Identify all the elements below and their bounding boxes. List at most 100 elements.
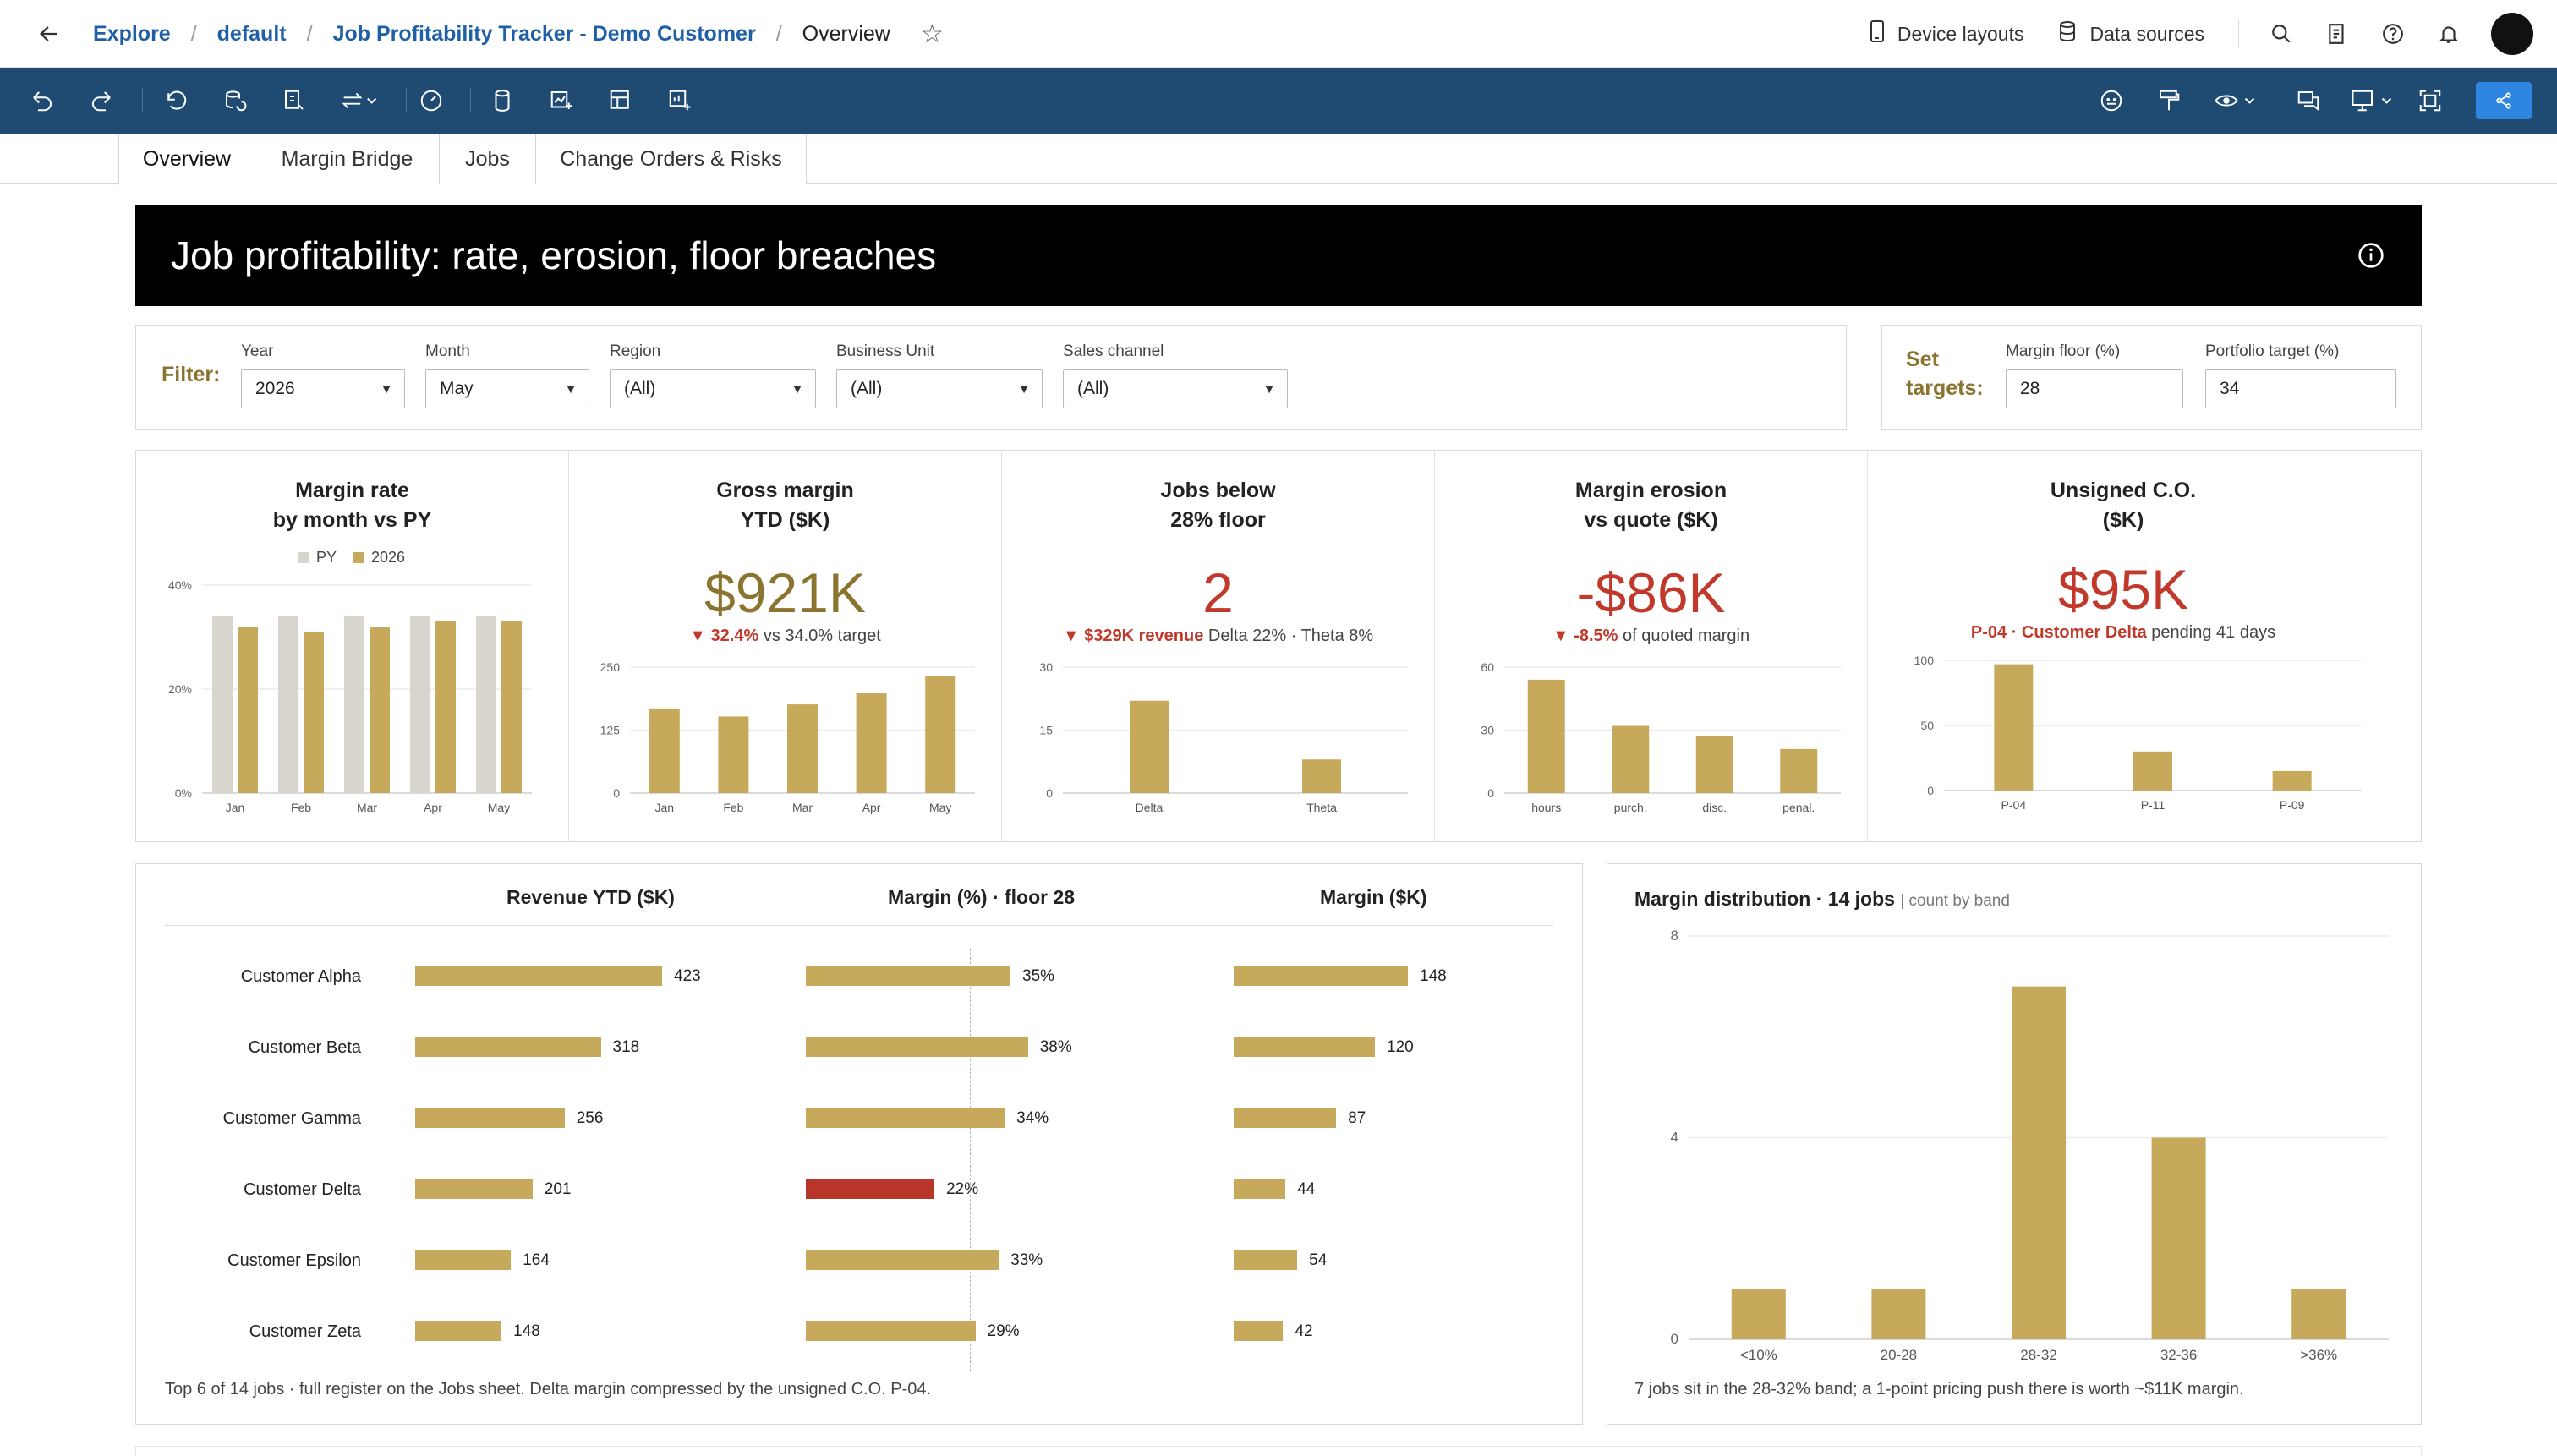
bar-value-label: 54 [1309, 1251, 1328, 1269]
breadcrumb-workspace[interactable]: default [216, 21, 287, 46]
customer-label[interactable]: Customer Zeta [249, 1322, 361, 1341]
margin-k-bar[interactable] [1234, 1108, 1337, 1128]
x-tick-label: purch. [1614, 801, 1647, 814]
data-sources-button[interactable]: Data sources [2057, 19, 2204, 48]
business-unit-dropdown[interactable]: (All) ▼ [836, 369, 1043, 408]
data-source-icon[interactable] [485, 84, 519, 118]
x-tick-label: 32-36 [2160, 1347, 2197, 1363]
kpi-title: Margin erosion vs quote ($K) [1435, 476, 1867, 535]
redo-icon[interactable] [85, 84, 118, 118]
x-tick-label: >36% [2300, 1347, 2337, 1363]
bar [476, 616, 496, 793]
x-tick-label: 20-28 [1881, 1347, 1917, 1363]
customer-label[interactable]: Customer Gamma [222, 1109, 361, 1128]
margin-pct-bar[interactable] [806, 1179, 935, 1199]
revenue-bar[interactable] [415, 1179, 533, 1199]
bell-icon[interactable] [2432, 17, 2466, 51]
margin-pct-bar[interactable] [806, 966, 1010, 986]
swap-sheet-icon[interactable] [337, 84, 382, 118]
breadcrumb-explore[interactable]: Explore [93, 21, 171, 46]
margin-k-bar[interactable] [1234, 1250, 1298, 1270]
breadcrumb-project[interactable]: Job Profitability Tracker - Demo Custome… [332, 21, 756, 46]
margin-k-bar[interactable] [1234, 1179, 1286, 1199]
margin-k-bar[interactable] [1234, 1037, 1376, 1057]
tab-change-orders-risks[interactable]: Change Orders & Risks [536, 134, 807, 184]
format-paint-icon[interactable] [2152, 84, 2186, 118]
performance-icon[interactable] [414, 84, 448, 118]
customer-label[interactable]: Customer Epsilon [227, 1251, 361, 1270]
kpi-delta-text: vs 34.0% target [758, 627, 881, 645]
margin-pct-bar[interactable] [806, 1321, 976, 1341]
revenue-bar[interactable] [415, 1321, 502, 1341]
column-header-margin-k: Margin ($K) [1320, 886, 1427, 908]
bar [370, 627, 390, 793]
presentation-view-icon[interactable] [2205, 84, 2264, 118]
download-icon[interactable] [2342, 84, 2401, 118]
device-layouts-label: Device layouts [1897, 22, 2024, 45]
dashboard-header: Job profitability: rate, erosion, floor … [135, 205, 2422, 306]
back-arrow-icon[interactable] [32, 17, 66, 51]
bar-value-label: 120 [1387, 1038, 1414, 1056]
revenue-bar[interactable] [415, 1037, 601, 1057]
margin-pct-bar[interactable] [806, 1108, 1005, 1128]
new-worksheet-icon[interactable] [545, 84, 578, 118]
kpi-value: 2 [1202, 561, 1234, 624]
tab-margin-bridge[interactable]: Margin Bridge [255, 134, 440, 184]
new-dashboard-icon[interactable] [604, 84, 638, 118]
customer-label[interactable]: Customer Delta [244, 1180, 361, 1199]
revert-icon[interactable] [159, 84, 193, 118]
next-panel-edge [135, 1446, 2422, 1456]
margin-pct-bar[interactable] [806, 1037, 1028, 1057]
bar-value-label: 33% [1010, 1251, 1043, 1269]
y-tick-label: 125 [600, 724, 621, 737]
portfolio-target-input[interactable]: 34 [2205, 369, 2396, 408]
margin-floor-input[interactable]: 28 [2006, 369, 2183, 408]
share-button[interactable] [2476, 82, 2532, 119]
toolbar-divider [470, 88, 471, 113]
bar [435, 621, 456, 793]
document-icon[interactable] [2320, 17, 2354, 51]
pause-updates-icon[interactable] [277, 84, 311, 118]
new-story-icon[interactable] [663, 84, 697, 118]
year-dropdown[interactable]: 2026 ▼ [241, 369, 405, 408]
ask-data-icon[interactable] [2094, 84, 2128, 118]
margin-pct-bar[interactable] [806, 1250, 999, 1270]
tab-jobs[interactable]: Jobs [440, 134, 536, 184]
info-icon[interactable] [2357, 242, 2385, 269]
margin-k-bar[interactable] [1234, 966, 1408, 986]
business-unit-value: (All) [851, 379, 883, 398]
question-icon[interactable] [2376, 17, 2410, 51]
region-dropdown[interactable]: (All) ▼ [610, 369, 816, 408]
revenue-bar[interactable] [415, 966, 662, 986]
fullscreen-icon[interactable] [2413, 84, 2447, 118]
footnote: 7 jobs sit in the 28-32% band; a 1-point… [1634, 1380, 2244, 1399]
top-actions: Device layouts Data sources [1869, 0, 2533, 68]
y-tick-label: 30 [1039, 660, 1053, 674]
bar-value-label: 22% [946, 1180, 979, 1198]
x-tick-label: hours [1531, 801, 1561, 814]
customer-label[interactable]: Customer Beta [248, 1038, 361, 1057]
undo-icon[interactable] [25, 84, 59, 118]
bar [649, 708, 680, 793]
bar-value-label: 148 [1420, 967, 1447, 985]
y-tick-label: 60 [1481, 660, 1494, 674]
star-icon[interactable]: ☆ [920, 19, 944, 48]
tab-overview[interactable]: Overview [118, 134, 255, 185]
refresh-data-icon[interactable] [218, 84, 252, 118]
bar-value-label: 318 [612, 1038, 640, 1056]
device-layouts-button[interactable]: Device layouts [1869, 19, 2024, 48]
customer-label[interactable]: Customer Alpha [240, 967, 361, 986]
kpi-title-line1: Gross margin [716, 479, 854, 502]
revenue-bar[interactable] [415, 1250, 512, 1270]
kpi-delta: ▼ $329K revenue [1062, 627, 1204, 645]
revenue-bar[interactable] [415, 1108, 565, 1128]
bar [238, 627, 258, 793]
sales-channel-dropdown[interactable]: (All) ▼ [1063, 369, 1288, 408]
caret-down-icon: ▼ [565, 382, 577, 396]
comments-icon[interactable] [2291, 84, 2325, 118]
month-dropdown[interactable]: May ▼ [425, 369, 589, 408]
caret-down-icon: ▼ [381, 382, 392, 396]
avatar[interactable] [2491, 13, 2533, 55]
search-icon[interactable] [2264, 17, 2298, 51]
margin-k-bar[interactable] [1234, 1321, 1284, 1341]
